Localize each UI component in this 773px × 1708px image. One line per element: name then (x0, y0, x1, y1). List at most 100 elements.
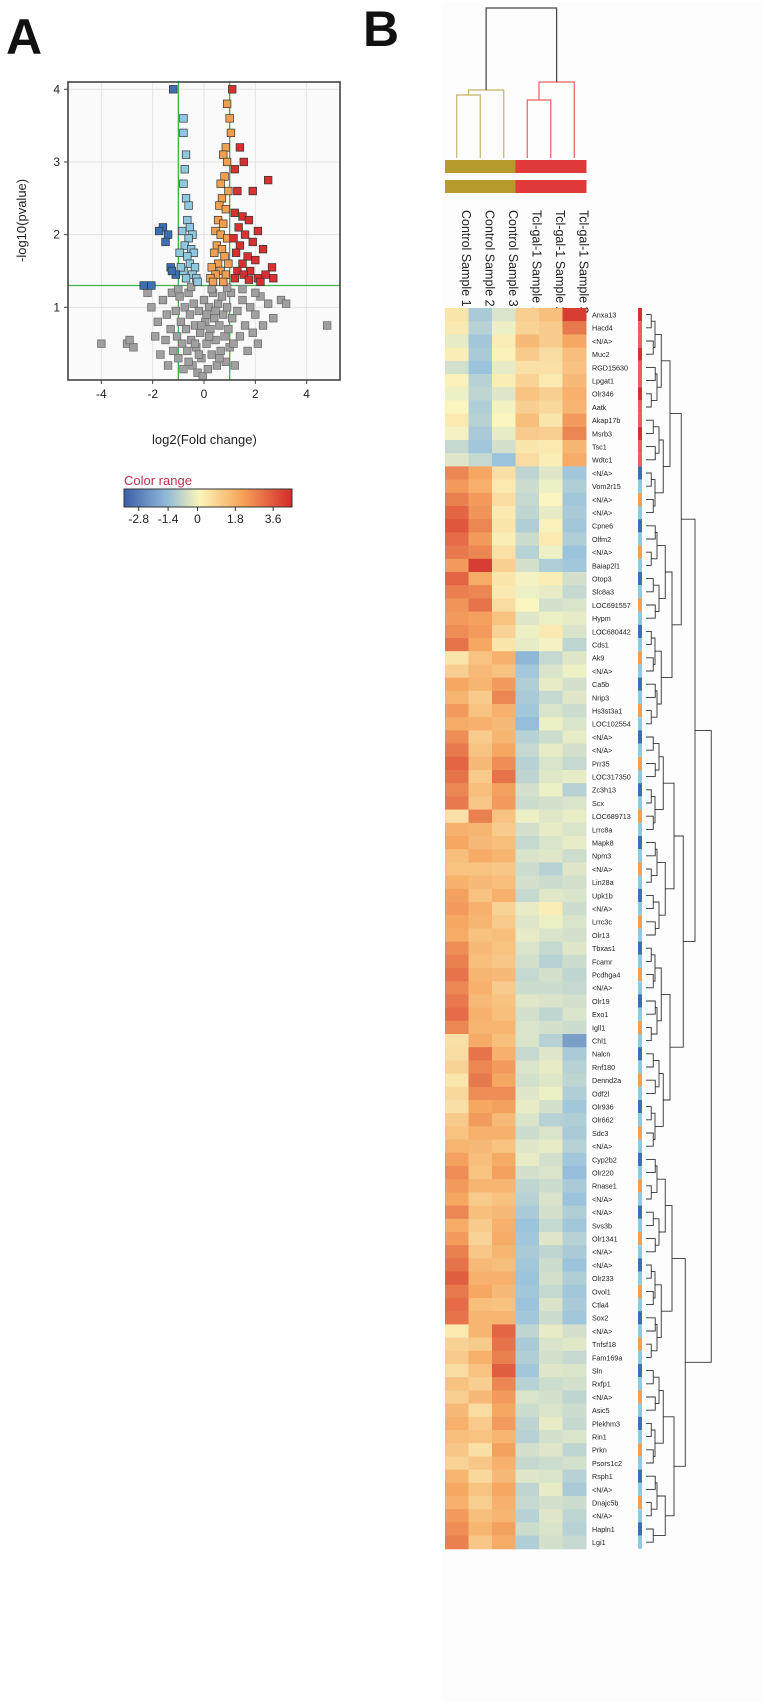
volcano-point-moderately-up-regulated-9 (217, 194, 227, 203)
gene-label-33: <N/A> (592, 746, 612, 755)
volcano-point-not-significant-53 (219, 310, 228, 319)
heat-cell-r87-c5 (562, 1456, 587, 1471)
gene-strip-25 (638, 638, 642, 652)
heat-cell-r28-c2 (492, 677, 516, 692)
gene-strip-32 (638, 730, 642, 744)
heat-cell-r69-c3 (515, 1218, 540, 1233)
heat-cell-r62-c2 (492, 1126, 516, 1141)
heat-cell-r3-c4 (539, 347, 563, 362)
heat-cell-r35-c3 (515, 770, 540, 784)
sample-label-2: Control Sample 3 (506, 210, 520, 307)
heat-cell-r76-c4 (539, 1311, 563, 1325)
volcano-point-not-significant-38 (199, 295, 209, 305)
heat-cell-r60-c4 (539, 1100, 563, 1114)
heat-cell-r88-c1 (468, 1469, 493, 1484)
gene-label-85: Rin1 (592, 1433, 607, 1442)
heat-cell-r56-c1 (468, 1047, 493, 1061)
heat-cell-r61-c4 (539, 1113, 563, 1127)
heat-cell-r48-c5 (562, 941, 587, 956)
heat-cell-r52-c0 (445, 994, 469, 1009)
gene-label-3: Muc2 (592, 350, 610, 359)
gene-label-45: <N/A> (592, 905, 612, 914)
volcano-point-strongly-up-regulated-11 (253, 226, 263, 236)
heat-cell-r4-c1 (468, 360, 493, 375)
volcano-point-moderately-down-regulated-6 (184, 201, 193, 210)
heat-cell-r54-c2 (492, 1020, 516, 1035)
heat-cell-r42-c5 (562, 862, 587, 877)
volcano-point-strongly-up-regulated-4 (264, 175, 273, 185)
heat-cell-r43-c5 (562, 875, 587, 890)
heat-cell-r24-c1 (468, 624, 493, 639)
volcano-point-moderately-up-regulated-19 (210, 248, 219, 257)
heat-cell-r20-c1 (468, 572, 493, 586)
heat-cell-r81-c0 (445, 1377, 469, 1391)
gene-strip-65 (638, 1166, 642, 1180)
gene-label-67: <N/A> (592, 1195, 612, 1204)
gene-strip-47 (638, 928, 642, 942)
heat-cell-r10-c0 (445, 440, 469, 454)
heat-cell-r67-c5 (562, 1192, 587, 1207)
heat-cell-r33-c2 (492, 743, 516, 758)
heat-cell-r70-c1 (468, 1232, 493, 1246)
heat-cell-r63-c0 (445, 1139, 469, 1154)
heat-cell-r86-c4 (539, 1443, 563, 1457)
gene-strip-54 (638, 1020, 642, 1034)
heat-cell-r28-c5 (562, 677, 587, 692)
volcano-point-not-significant-56 (222, 303, 232, 312)
volcano-point-not-significant-52 (217, 292, 227, 301)
heat-cell-r33-c1 (468, 743, 493, 758)
gene-label-54: Igll1 (592, 1023, 605, 1032)
heat-cell-r13-c2 (492, 479, 516, 494)
heat-cell-r41-c5 (562, 849, 587, 863)
heat-cell-r1-c3 (515, 321, 540, 335)
heat-cell-r75-c3 (515, 1298, 540, 1312)
heat-cell-r90-c1 (468, 1496, 493, 1510)
heat-cell-r3-c2 (492, 347, 516, 362)
heat-cell-r11-c0 (445, 453, 469, 467)
heat-cell-r27-c1 (468, 664, 493, 679)
heat-cell-r48-c2 (492, 941, 516, 956)
volcano-point-moderately-up-regulated-4 (219, 150, 228, 159)
gene-group-strip (638, 308, 642, 1549)
volcano-x-tick-label-4: 4 (303, 387, 310, 401)
gene-labels: Anxa13 Hacd4 <N/A> Muc2 RGD15630 Lpgat1 Olr346… (592, 311, 631, 1548)
group-bar-bottom-3 (515, 180, 540, 193)
volcano-point-strongly-up-regulated-21 (267, 263, 277, 272)
group-bar-top-1 (468, 160, 493, 173)
heat-cell-r37-c5 (562, 796, 587, 811)
heat-cell-r89-c2 (492, 1482, 516, 1497)
sample-label-3: Tcl-gal-1 Sample 1 (529, 210, 543, 314)
volcano-point-moderately-up-regulated-6 (220, 172, 229, 181)
sample-group-bars (445, 160, 587, 193)
gene-label-46: Lrrc3c (592, 918, 612, 927)
heat-cell-r85-c2 (492, 1430, 516, 1444)
heat-cell-r74-c5 (562, 1284, 587, 1299)
volcano-point-not-significant-92 (211, 306, 220, 316)
gene-label-77: <N/A> (592, 1327, 612, 1336)
heat-cell-r45-c3 (515, 902, 540, 916)
volcano-point-not-significant-37 (198, 372, 207, 381)
heat-cell-r51-c1 (468, 981, 493, 995)
heat-cell-r9-c4 (539, 426, 563, 441)
gene-strip-79 (638, 1350, 642, 1364)
heat-cell-r88-c3 (515, 1469, 540, 1484)
heat-cell-r80-c1 (468, 1364, 493, 1378)
heat-cell-r88-c4 (539, 1469, 563, 1484)
volcano-x-axis-label: log2(Fold change) (152, 432, 257, 447)
volcano-point-not-significant-89 (197, 321, 206, 330)
heat-cell-r83-c2 (492, 1403, 516, 1418)
gene-strip-36 (638, 783, 642, 797)
heat-cell-r63-c2 (492, 1139, 516, 1154)
heat-cell-r24-c0 (445, 624, 469, 639)
heat-cell-r50-c3 (515, 968, 540, 982)
gene-label-0: Anxa13 (592, 311, 616, 320)
heat-cell-r80-c3 (515, 1364, 540, 1378)
heat-cell-r19-c0 (445, 558, 469, 573)
heat-cell-r79-c1 (468, 1350, 493, 1365)
heat-cell-r76-c2 (492, 1311, 516, 1325)
heat-cell-r43-c4 (539, 875, 563, 890)
heat-cell-r74-c4 (539, 1284, 563, 1299)
gene-strip-30 (638, 704, 642, 718)
volcano-point-strongly-down-regulated-4 (161, 237, 170, 247)
heat-cell-r14-c3 (515, 492, 540, 507)
